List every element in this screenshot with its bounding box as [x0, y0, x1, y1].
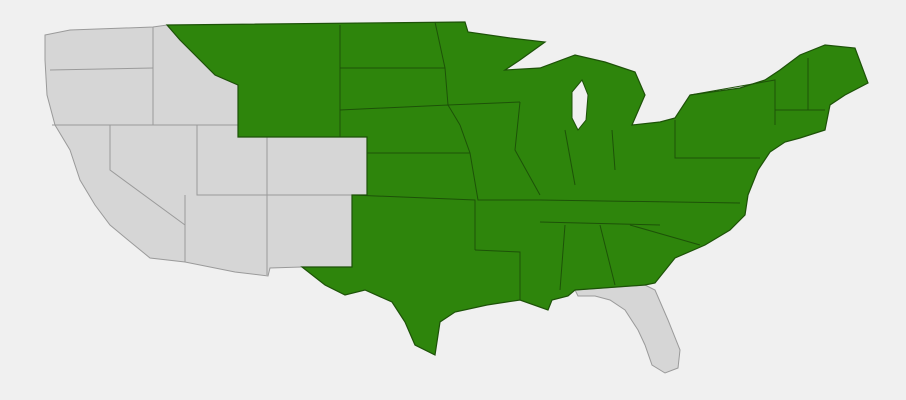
border — [674, 120, 760, 159]
border — [49, 67, 154, 71]
border — [611, 129, 616, 171]
border — [434, 21, 521, 106]
lake-michigan — [571, 79, 589, 131]
border — [109, 125, 186, 226]
border — [351, 194, 476, 250]
border — [539, 199, 741, 204]
unselected-borders — [49, 27, 352, 275]
border — [514, 101, 541, 196]
florida — [574, 284, 681, 374]
border — [539, 221, 661, 226]
border — [459, 124, 540, 201]
border — [474, 249, 521, 300]
selected-states — [165, 21, 869, 356]
east-region — [165, 21, 869, 356]
border — [196, 125, 352, 196]
border — [629, 224, 701, 246]
selected-borders — [339, 21, 825, 300]
border — [559, 224, 566, 291]
border — [599, 224, 616, 286]
border — [564, 129, 576, 186]
